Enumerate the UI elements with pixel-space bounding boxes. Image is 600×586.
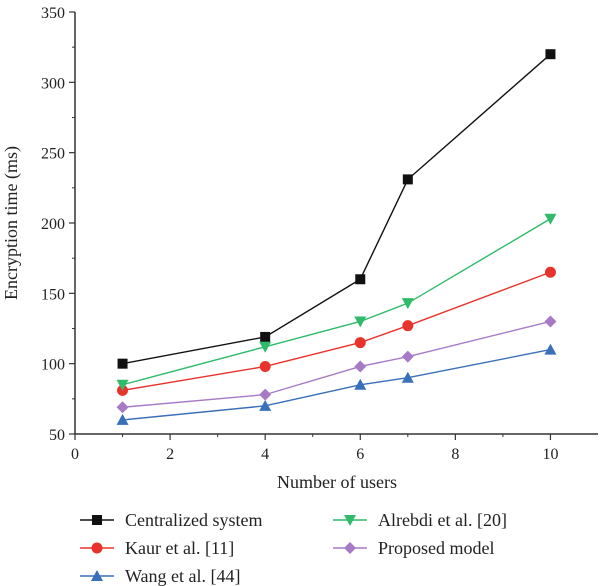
series-line-2 (122, 271, 551, 392)
y-tick-label: 150 (41, 286, 65, 303)
data-point-series-1 (117, 358, 128, 369)
series-line-4 (122, 218, 551, 386)
y-tick-label: 350 (41, 5, 65, 22)
data-point-series-1 (355, 274, 366, 285)
y-tick-label: 300 (41, 75, 65, 92)
y-axis-title: Encryption time (ms) (1, 146, 22, 300)
legend-label: Alrebdi et al. [20] (378, 510, 507, 530)
y-tick-label: 250 (41, 146, 65, 163)
data-point-series-1 (260, 331, 271, 342)
y-tick-label: 200 (41, 216, 65, 233)
legend-item-2: Kaur et al. [11] (80, 538, 234, 558)
data-point-series-1 (545, 49, 556, 60)
legend-marker (92, 515, 102, 525)
data-point-series-5 (401, 350, 414, 363)
legend-item-4: Alrebdi et al. [20] (333, 510, 507, 530)
legend-item-5: Proposed model (333, 538, 495, 558)
data-point-series-4 (544, 213, 557, 225)
legend-item-3: Wang et al. [44] (80, 566, 241, 586)
x-tick-label: 10 (542, 446, 558, 463)
data-point-series-2 (259, 360, 271, 372)
legend-marker (91, 542, 103, 554)
data-point-series-4 (354, 316, 367, 328)
data-point-series-5 (544, 315, 557, 328)
data-point-series-3 (259, 399, 272, 411)
y-axis-ticks: 50 100 150 200 250 300 350 (41, 5, 75, 444)
legend-label: Proposed model (378, 538, 495, 558)
data-point-series-3 (544, 343, 557, 355)
y-tick-label: 50 (49, 427, 65, 444)
data-point-series-3 (401, 371, 414, 383)
data-point-series-5 (116, 401, 129, 414)
data-point-series-2 (402, 320, 414, 332)
legend-item-1: Centralized system (80, 510, 262, 530)
legend-marker (344, 515, 356, 526)
legend-marker (344, 542, 356, 554)
data-point-series-4 (116, 379, 129, 391)
data-point-series-4 (401, 298, 414, 310)
data-point-series-5 (259, 388, 272, 401)
data-point-series-4 (259, 341, 272, 353)
data-point-series-1 (402, 174, 413, 185)
data-point-series-3 (354, 378, 367, 390)
legend-label: Wang et al. [44] (125, 566, 241, 586)
legend: Centralized system Kaur et al. [11] Wang e… (80, 510, 507, 586)
x-tick-label: 6 (356, 446, 364, 463)
x-tick-label: 2 (166, 446, 174, 463)
series-line-3 (122, 348, 551, 421)
legend-label: Centralized system (125, 510, 262, 530)
data-point-series-3 (116, 413, 129, 425)
series-line-5 (122, 320, 551, 408)
y-tick-label: 100 (41, 357, 65, 374)
plot-frame (74, 12, 598, 435)
data-point-series-2 (354, 337, 366, 349)
legend-label: Kaur et al. [11] (125, 538, 234, 558)
x-tick-label: 8 (451, 446, 459, 463)
x-tick-label: 4 (261, 446, 269, 463)
data-point-series-2 (544, 266, 556, 278)
series-markers (116, 49, 557, 425)
x-tick-label: 0 (71, 446, 79, 463)
data-point-series-5 (354, 360, 367, 373)
legend-marker (91, 570, 103, 581)
series-lines (122, 53, 551, 421)
x-axis-ticks: 0 2 4 6 8 10 (71, 434, 558, 463)
x-axis-title: Number of users (277, 472, 397, 492)
series-line-1 (122, 53, 551, 365)
